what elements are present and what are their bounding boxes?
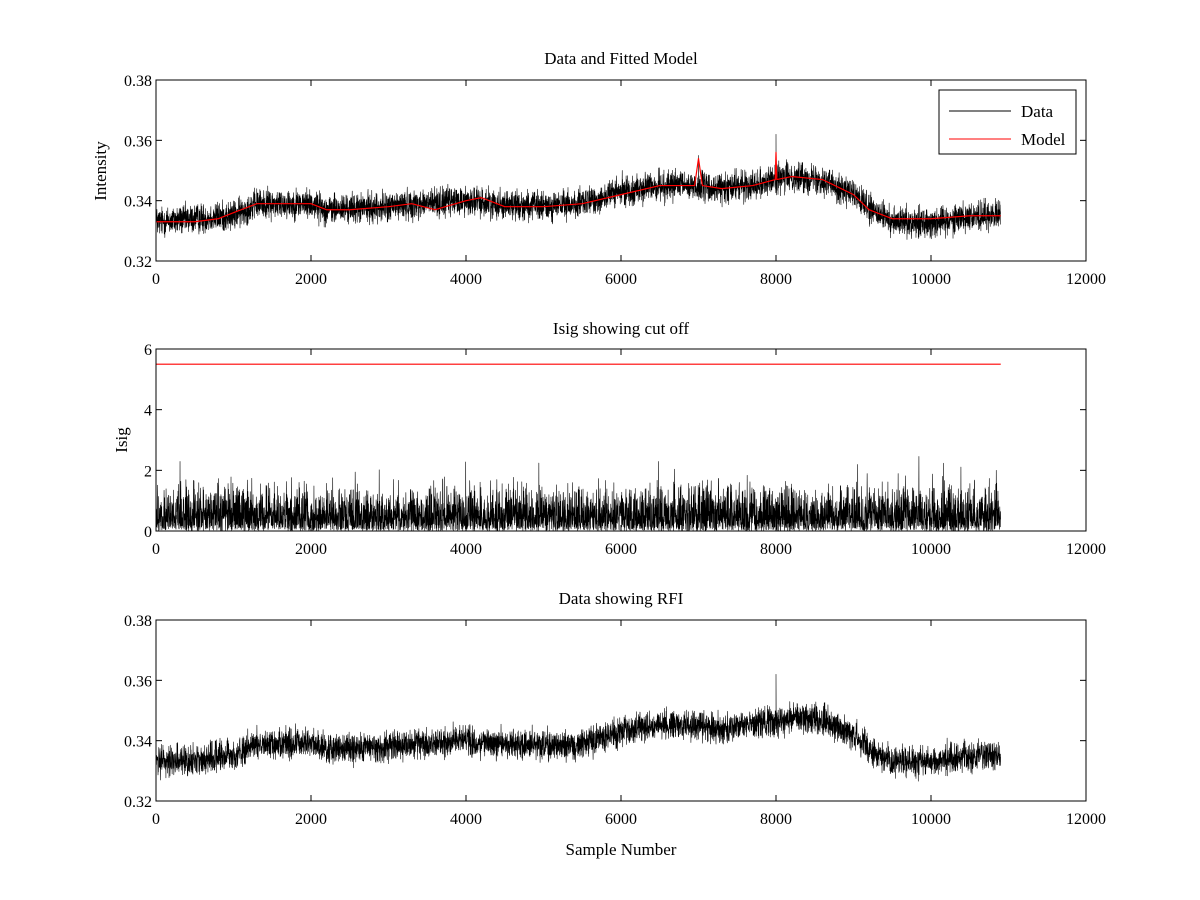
- x-tick-label: 10000: [911, 271, 951, 288]
- x-tick-label: 8000: [760, 271, 792, 288]
- x-tick-label: 12000: [1066, 541, 1106, 558]
- legend: Data Model: [938, 89, 1077, 155]
- tick-layer: 0 2000 4000 6000 8000 10000 12000 0.32 0.34 0.36 0…: [124, 73, 1106, 288]
- series-layer: [155, 363, 1001, 532]
- x-tick-label: 12000: [1066, 271, 1106, 288]
- y-tick-label: 0.32: [124, 254, 152, 271]
- model-series-line: [156, 151, 1001, 223]
- y-tick-label: 0.38: [124, 613, 152, 630]
- y-tick-label: 0: [144, 524, 152, 541]
- y-tick-label: 0.34: [124, 194, 152, 211]
- series-layer: [155, 134, 1001, 240]
- legend-box: [938, 89, 1077, 155]
- x-tick-label: 0: [152, 271, 160, 288]
- x-tick-label: 0: [152, 811, 160, 828]
- x-tick-label: 8000: [760, 811, 792, 828]
- x-tick-label: 2000: [295, 811, 327, 828]
- x-tick-label: 8000: [760, 541, 792, 558]
- y-tick-label: 0.38: [124, 73, 152, 90]
- x-tick-label: 6000: [605, 811, 637, 828]
- x-tick-label: 4000: [450, 811, 482, 828]
- chart-title: Isig showing cut off: [553, 319, 689, 338]
- x-tick-label: 2000: [295, 541, 327, 558]
- tick-layer: 0 2000 4000 6000 8000 10000 12000 0.32 0.34 0.36 0…: [124, 613, 1106, 828]
- legend-label-model: Model: [1021, 130, 1066, 149]
- tick-layer: 0 2000 4000 6000 8000 10000 12000 0 2 4 6: [144, 342, 1106, 558]
- x-tick-label: 6000: [605, 541, 637, 558]
- y-tick-label: 6: [144, 342, 152, 359]
- x-tick-label: 4000: [450, 271, 482, 288]
- chart-title: Data and Fitted Model: [544, 49, 698, 68]
- y-tick-label: 0.32: [124, 794, 152, 811]
- y-axis-label: Intensity: [91, 141, 110, 201]
- x-tick-label: 4000: [450, 541, 482, 558]
- y-tick-label: 4: [144, 403, 152, 420]
- plot-frame: [155, 79, 1087, 262]
- series-0-series-line: [155, 674, 1001, 782]
- data-series-line: [155, 134, 1001, 240]
- y-tick-label: 0.36: [124, 133, 152, 150]
- series-layer: [155, 674, 1001, 782]
- x-tick-label: 10000: [911, 811, 951, 828]
- chart-title: Data showing RFI: [559, 589, 684, 608]
- plot-frame: [155, 348, 1087, 532]
- panel-isig-showing-cut-off: Isig showing cut off Isig 0 2000 4000 6000 8…: [112, 319, 1106, 558]
- panel-data-showing-rfi: Data showing RFI Sample Number 0 2000 4000…: [124, 589, 1106, 859]
- series-0-series-line: [155, 456, 1001, 532]
- legend-label-data: Data: [1021, 102, 1054, 121]
- x-tick-label: 6000: [605, 271, 637, 288]
- x-axis-label: Sample Number: [566, 840, 677, 859]
- panel-data-and-fitted-model: Data and Fitted Model Intensity 0 2000 400…: [91, 49, 1106, 288]
- y-axis-label: Isig: [112, 427, 131, 453]
- y-tick-label: 0.34: [124, 734, 152, 751]
- x-tick-label: 0: [152, 541, 160, 558]
- x-tick-label: 2000: [295, 271, 327, 288]
- y-tick-label: 2: [144, 463, 152, 480]
- x-tick-label: 10000: [911, 541, 951, 558]
- y-tick-label: 0.36: [124, 673, 152, 690]
- plot-frame: [155, 619, 1087, 802]
- x-tick-label: 12000: [1066, 811, 1106, 828]
